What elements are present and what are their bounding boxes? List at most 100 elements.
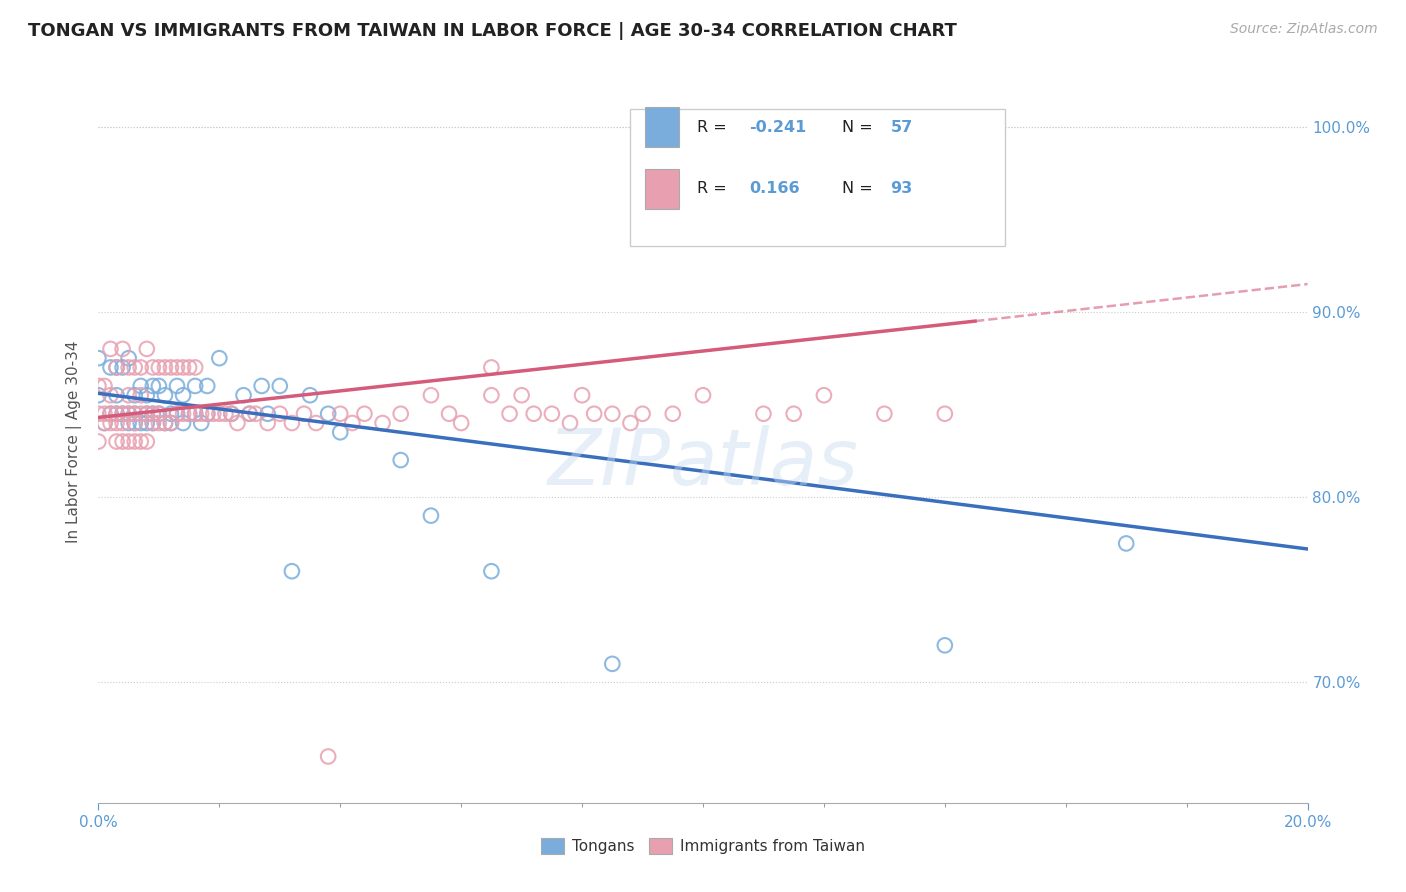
Point — [124, 434, 146, 449]
Point — [160, 416, 183, 430]
Point — [195, 407, 218, 421]
Point — [221, 407, 243, 421]
Point — [172, 416, 194, 430]
Point — [118, 360, 141, 375]
Point — [420, 508, 443, 523]
Point — [202, 407, 225, 421]
FancyBboxPatch shape — [645, 169, 679, 209]
Point — [602, 407, 624, 421]
Point — [93, 407, 115, 421]
Point — [118, 407, 141, 421]
Point — [281, 416, 304, 430]
Point — [934, 407, 956, 421]
Point — [481, 360, 503, 375]
Point — [281, 564, 304, 578]
Point — [118, 407, 141, 421]
Point — [540, 407, 562, 421]
Point — [813, 388, 835, 402]
Point — [214, 407, 236, 421]
Point — [105, 360, 128, 375]
Text: Source: ZipAtlas.com: Source: ZipAtlas.com — [1230, 22, 1378, 37]
Point — [226, 416, 249, 430]
Point — [179, 407, 201, 421]
Point — [100, 360, 122, 375]
Point — [100, 388, 122, 402]
Point — [148, 416, 170, 430]
Point — [135, 388, 157, 402]
Text: ZIPatlas: ZIPatlas — [547, 425, 859, 501]
Text: TONGAN VS IMMIGRANTS FROM TAIWAN IN LABOR FORCE | AGE 30-34 CORRELATION CHART: TONGAN VS IMMIGRANTS FROM TAIWAN IN LABO… — [28, 22, 957, 40]
Point — [142, 416, 165, 430]
Point — [934, 638, 956, 652]
Point — [129, 388, 152, 402]
Point — [184, 407, 207, 421]
Point — [160, 416, 183, 430]
Text: -0.241: -0.241 — [749, 120, 806, 135]
Point — [1115, 536, 1137, 550]
Point — [111, 434, 134, 449]
Point — [129, 416, 152, 430]
Point — [172, 388, 194, 402]
Point — [166, 407, 188, 421]
Point — [184, 407, 207, 421]
Text: 57: 57 — [890, 120, 912, 135]
Point — [111, 342, 134, 356]
Text: N =: N = — [842, 181, 877, 196]
Point — [299, 388, 322, 402]
Point — [269, 407, 291, 421]
Point — [142, 407, 165, 421]
Text: 93: 93 — [890, 181, 912, 196]
Point — [87, 407, 110, 421]
Point — [316, 407, 339, 421]
Point — [498, 407, 520, 421]
Point — [371, 416, 394, 430]
Point — [87, 379, 110, 393]
Point — [256, 407, 278, 421]
Point — [160, 360, 183, 375]
Point — [160, 407, 183, 421]
Point — [221, 407, 243, 421]
Point — [153, 388, 176, 402]
Point — [602, 657, 624, 671]
Point — [87, 388, 110, 402]
Point — [124, 407, 146, 421]
Point — [93, 379, 115, 393]
Point — [389, 407, 412, 421]
Point — [105, 407, 128, 421]
Point — [105, 434, 128, 449]
Point — [179, 360, 201, 375]
Point — [329, 425, 352, 440]
Point — [873, 407, 896, 421]
Point — [118, 416, 141, 430]
Point — [661, 407, 683, 421]
Point — [129, 379, 152, 393]
Point — [105, 360, 128, 375]
Point — [692, 388, 714, 402]
Point — [118, 388, 141, 402]
FancyBboxPatch shape — [645, 107, 679, 147]
Point — [250, 379, 273, 393]
Point — [208, 351, 231, 366]
Point — [631, 407, 654, 421]
Point — [135, 434, 157, 449]
Point — [195, 379, 218, 393]
Point — [179, 407, 201, 421]
Point — [87, 434, 110, 449]
Point — [166, 379, 188, 393]
Point — [111, 360, 134, 375]
Point — [93, 416, 115, 430]
Point — [239, 407, 262, 421]
Point — [184, 379, 207, 393]
Point — [450, 416, 472, 430]
Point — [124, 360, 146, 375]
Point — [153, 416, 176, 430]
Point — [111, 407, 134, 421]
Point — [124, 388, 146, 402]
Point — [142, 360, 165, 375]
Point — [142, 416, 165, 430]
Point — [245, 407, 267, 421]
Point — [329, 407, 352, 421]
Point — [148, 379, 170, 393]
Point — [292, 407, 315, 421]
Legend: Tongans, Immigrants from Taiwan: Tongans, Immigrants from Taiwan — [534, 832, 872, 860]
